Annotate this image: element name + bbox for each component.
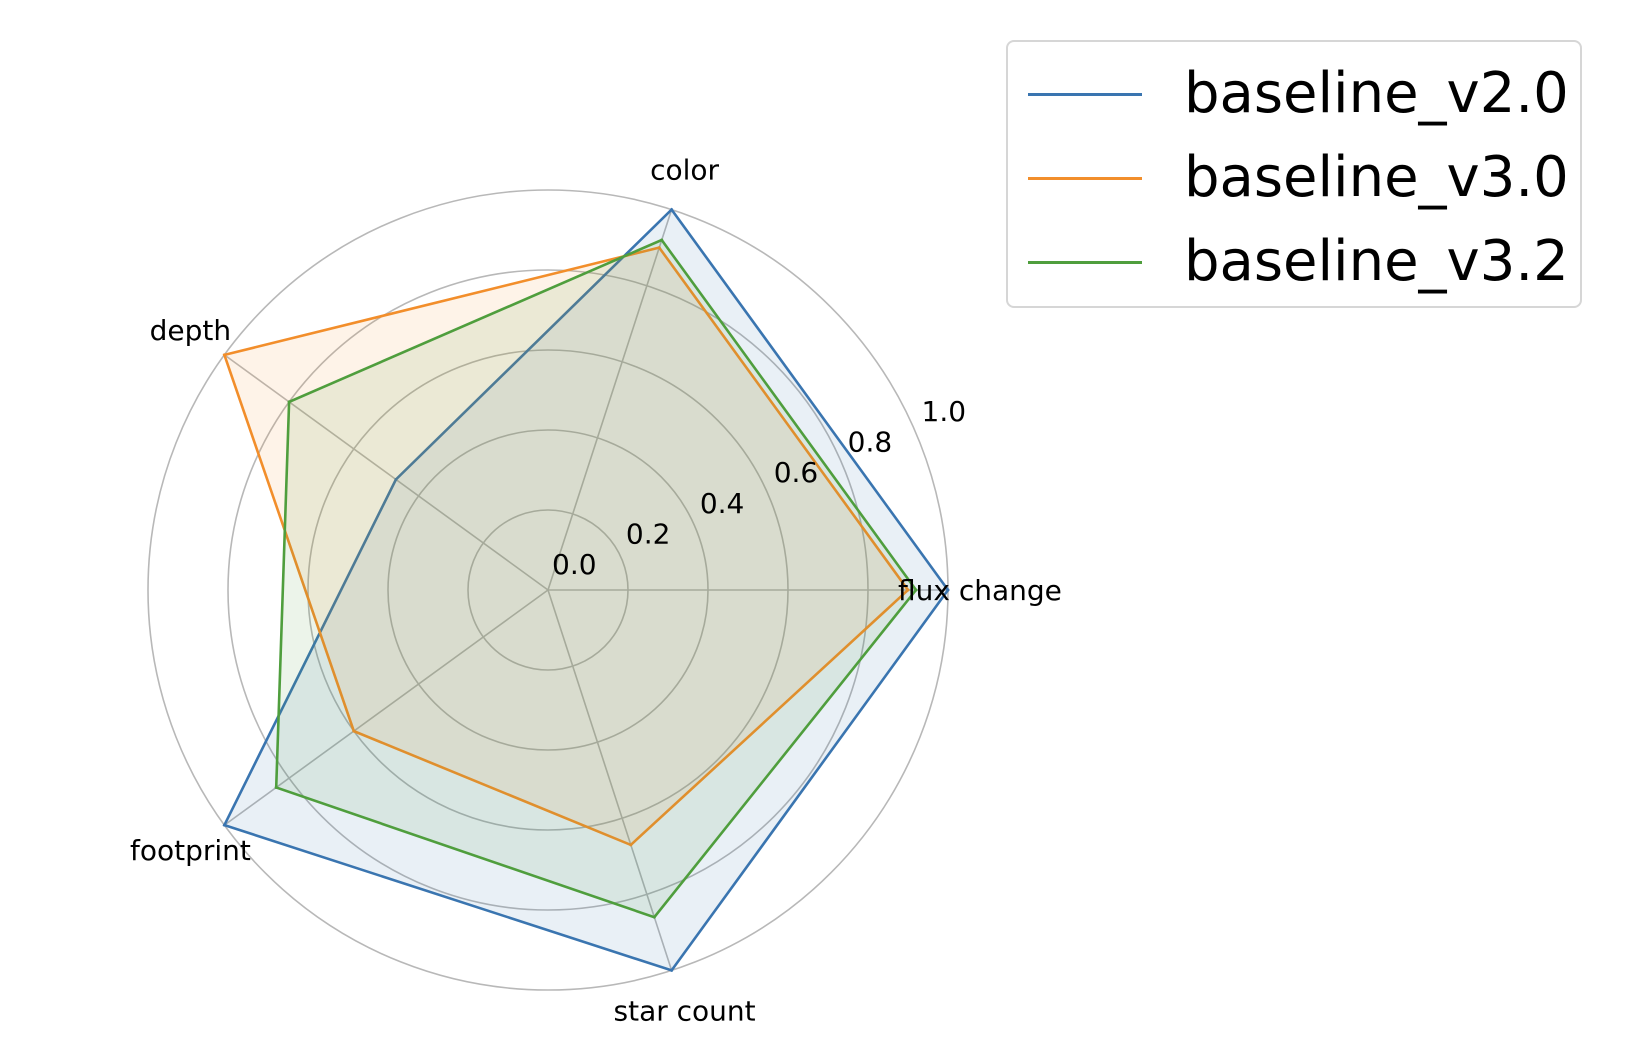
polar-grid (147, 189, 949, 991)
series-0-point-0 (946, 588, 950, 592)
series-1-point-4 (629, 843, 633, 847)
series-2-point-4 (652, 915, 656, 919)
series-2-point-2 (287, 400, 291, 404)
series-2-point-1 (660, 238, 664, 242)
series-fill-1 (224, 247, 908, 845)
series-line-2 (274, 238, 918, 919)
legend-swatch-0 (1028, 92, 1142, 96)
legend: baseline_v2.0 baseline_v3.0 baseline_v3.… (1006, 40, 1582, 308)
radial-tick-label-0: 0.0 (552, 548, 597, 581)
axis-label-4: star count (614, 994, 756, 1027)
axis-label-1: color (650, 154, 719, 187)
radial-tick-label-5: 1.0 (922, 395, 967, 428)
series-1-point-1 (657, 246, 661, 250)
legend-entry-0: baseline_v2.0 (1028, 52, 1580, 136)
axis-label-2: depth (150, 314, 232, 347)
legend-label-0: baseline_v2.0 (1184, 61, 1569, 126)
axis-label-3: footprint (130, 834, 251, 867)
series-fill-2 (276, 240, 916, 918)
series-0-point-1 (670, 208, 674, 212)
series-1-point-0 (906, 588, 910, 592)
series-2-point-0 (914, 588, 918, 592)
series-group (222, 207, 950, 972)
radial-tick-label-2: 0.4 (700, 487, 745, 520)
series-line-1 (222, 246, 910, 847)
legend-entry-2: baseline_v3.2 (1028, 220, 1580, 304)
radial-tick-label-1: 0.2 (626, 517, 671, 550)
series-0-point-4 (670, 968, 674, 972)
series-fill-0 (224, 209, 948, 971)
legend-label-1: baseline_v3.0 (1184, 145, 1569, 210)
legend-swatch-2 (1028, 260, 1142, 264)
radial-tick-label-3: 0.6 (774, 456, 819, 489)
series-0-point-3 (222, 823, 226, 827)
spoke-1 (547, 209, 673, 591)
spoke-3 (223, 589, 549, 826)
spoke-2 (223, 354, 549, 591)
series-0-point-2 (394, 477, 398, 481)
spoke-4 (547, 589, 673, 971)
radial-tick-label-4: 0.8 (848, 426, 893, 459)
legend-entry-1: baseline_v3.0 (1028, 136, 1580, 220)
series-1-point-3 (352, 729, 356, 733)
legend-label-2: baseline_v3.2 (1184, 229, 1569, 294)
legend-swatch-1 (1028, 176, 1142, 180)
series-line-0 (222, 207, 950, 972)
axis-label-0: flux change (898, 574, 1062, 607)
series-2-point-3 (274, 785, 278, 789)
series-1-point-2 (222, 353, 226, 357)
label-group: 0.0 0.2 0.4 0.6 0.8 1.0 flux change color depth f… (130, 154, 1062, 1028)
